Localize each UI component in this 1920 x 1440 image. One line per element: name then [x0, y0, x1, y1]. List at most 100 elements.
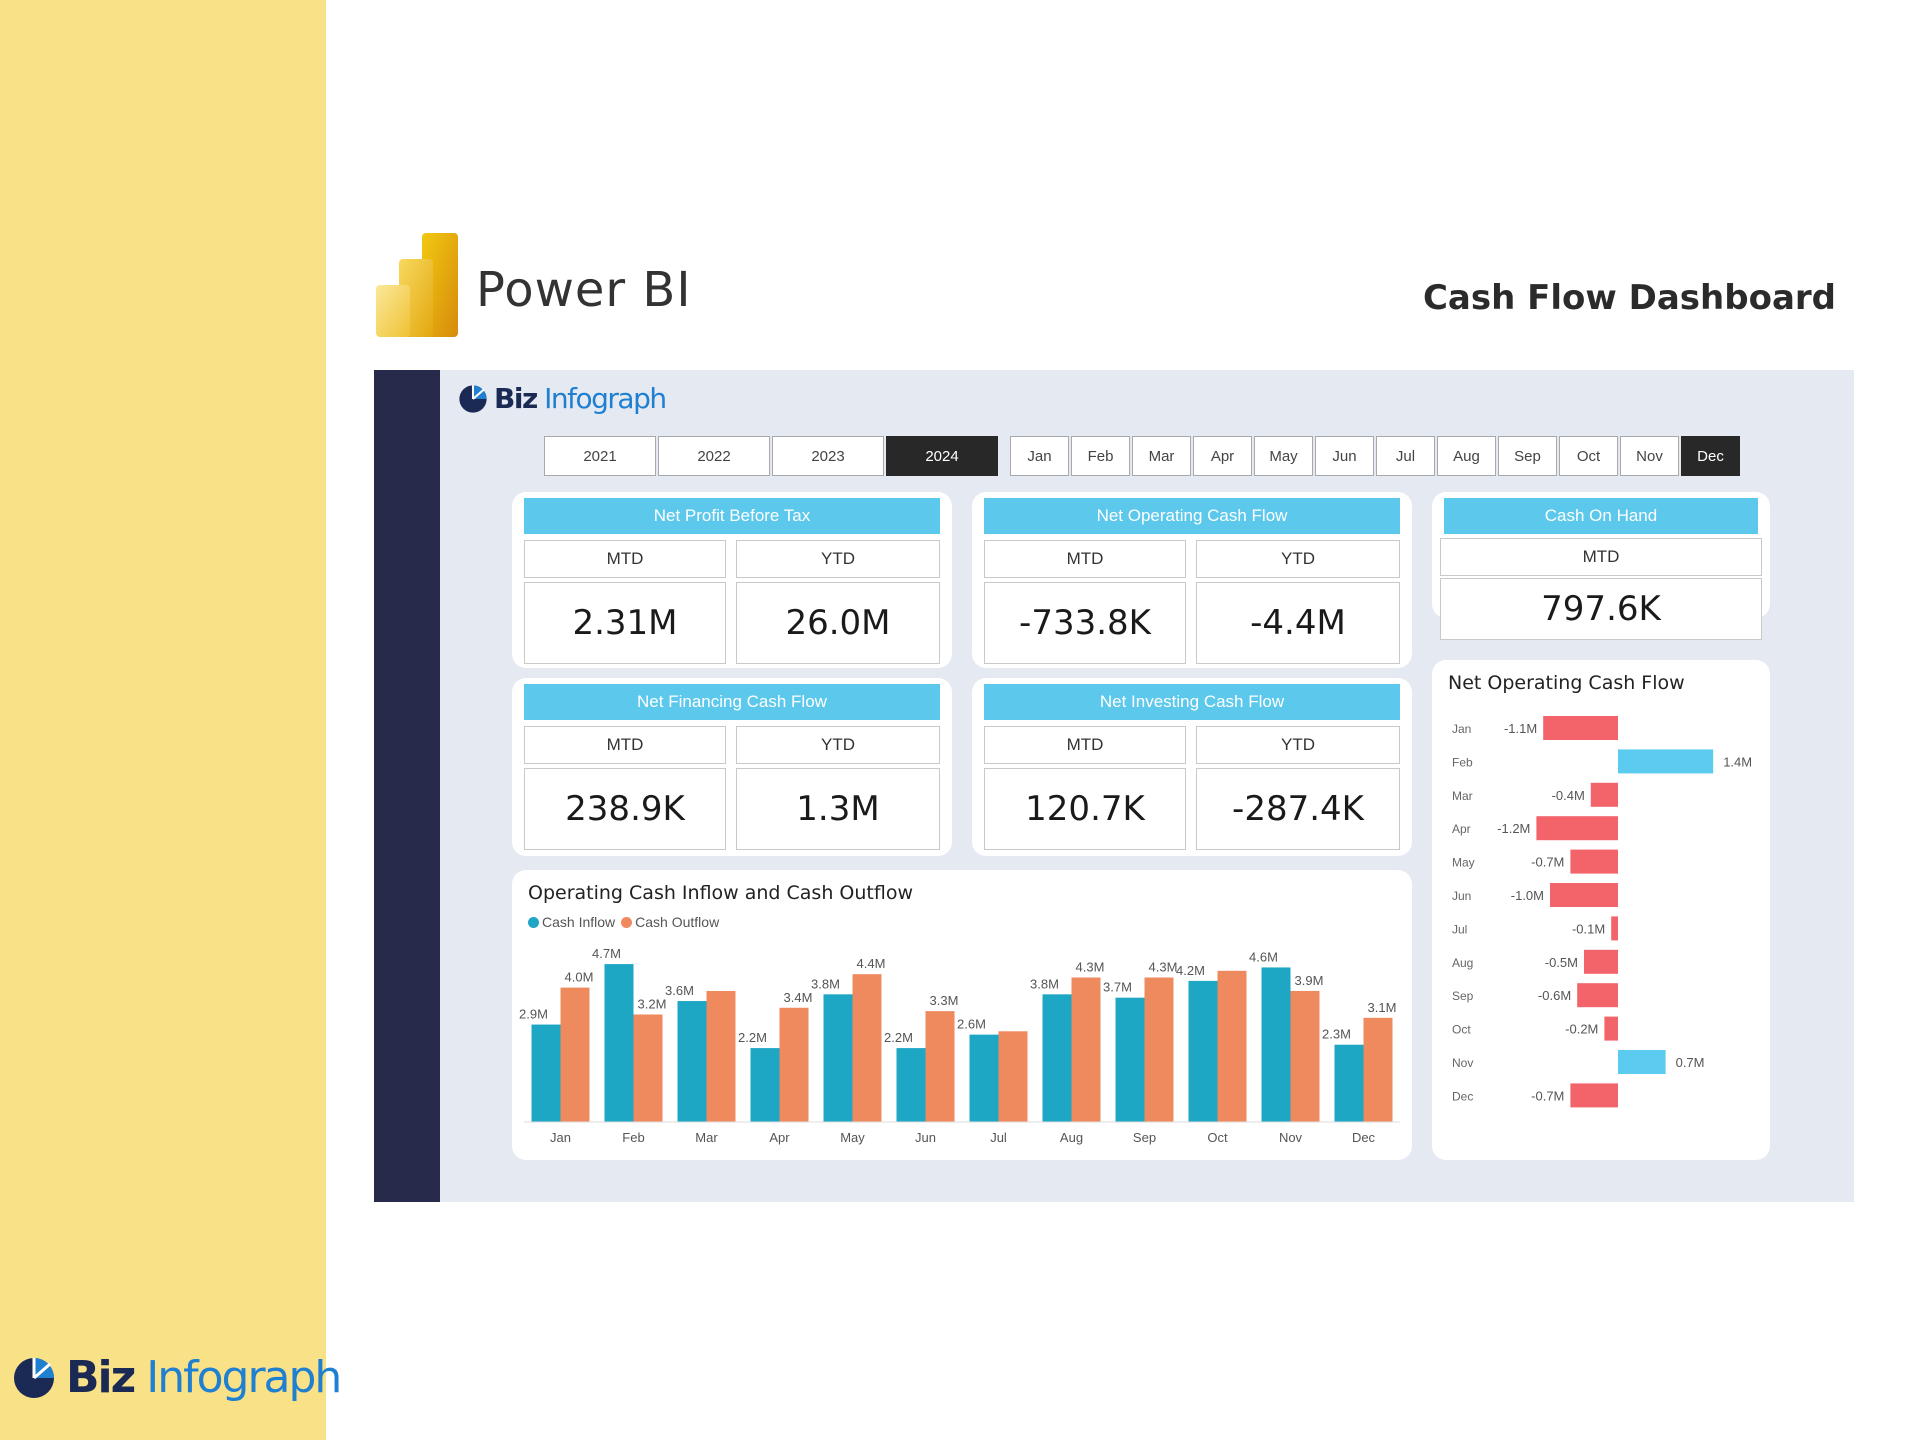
month-button-dec[interactable]: Dec [1681, 436, 1740, 476]
data-label: -0.5M [1545, 955, 1578, 970]
bar-inflow [1188, 980, 1218, 1122]
month-button-jul[interactable]: Jul [1376, 436, 1435, 476]
y-tick-label: May [1452, 856, 1475, 870]
kpi-ytd-value: 1.3M [736, 768, 940, 850]
kpi-ytd-label: YTD [736, 540, 940, 578]
month-button-jan[interactable]: Jan [1010, 436, 1069, 476]
year-button-2023[interactable]: 2023 [772, 436, 884, 476]
y-tick-label: Mar [1452, 789, 1473, 803]
dashboard-sidebar [374, 370, 440, 1202]
bar-positive [1618, 1050, 1666, 1074]
x-tick-label: Jul [990, 1130, 1007, 1145]
data-label: 2.9M [519, 1007, 548, 1022]
month-button-may[interactable]: May [1254, 436, 1313, 476]
data-label: 1.4M [1723, 754, 1752, 769]
kpi-ytd-value: 26.0M [736, 582, 940, 664]
net-operating-chart: Jan -1.1M Feb 1.4M Mar -0.4M Apr -1.2M May -0.7M J… [1452, 716, 1752, 1108]
bar-inflow [750, 1048, 780, 1122]
month-button-aug[interactable]: Aug [1437, 436, 1496, 476]
y-tick-label: Aug [1452, 956, 1473, 970]
kpi-mtd-label: MTD [524, 540, 726, 578]
inflow-outflow-chart-card: Operating Cash Inflow and Cash Outflow C… [512, 870, 1412, 1160]
bar-outflow [1363, 1017, 1393, 1122]
left-accent-strip [0, 0, 326, 1440]
pie-logo-icon [14, 1357, 54, 1398]
month-button-jun[interactable]: Jun [1315, 436, 1374, 476]
month-button-sep[interactable]: Sep [1498, 436, 1557, 476]
bar-outflow [852, 974, 882, 1122]
data-label: 2.6M [957, 1017, 986, 1032]
data-label: 3.8M [1030, 976, 1059, 991]
kpi-mtd-label: MTD [1440, 538, 1762, 576]
x-tick-label: Sep [1133, 1130, 1156, 1145]
kpi-card-cash-on-hand: Cash On Hand MTD 797.6K [1432, 492, 1770, 640]
month-button-apr[interactable]: Apr [1193, 436, 1252, 476]
data-label: 2.2M [884, 1030, 913, 1045]
data-label: 3.6M [665, 983, 694, 998]
month-button-mar[interactable]: Mar [1132, 436, 1191, 476]
month-button-feb[interactable]: Feb [1071, 436, 1130, 476]
x-tick-label: Nov [1279, 1130, 1303, 1145]
y-tick-label: Jul [1452, 922, 1467, 936]
kpi-title: Net Financing Cash Flow [524, 684, 940, 720]
y-tick-label: Jun [1452, 889, 1471, 903]
x-tick-label: Apr [769, 1130, 790, 1145]
product-name: Power BI [476, 262, 692, 318]
kpi-ytd-label: YTD [736, 726, 940, 764]
month-button-oct[interactable]: Oct [1559, 436, 1618, 476]
bar-inflow [531, 1024, 561, 1122]
bar-inflow [823, 994, 853, 1122]
data-label: -0.7M [1531, 855, 1564, 870]
bar-outflow [1290, 990, 1320, 1122]
y-tick-label: Jan [1452, 722, 1471, 736]
year-button-2024[interactable]: 2024 [886, 436, 998, 476]
pie-logo-icon [459, 384, 487, 413]
kpi-card-net-operating: Net Operating Cash Flow MTD YTD -733.8K … [972, 492, 1412, 668]
year-button-2021[interactable]: 2021 [544, 436, 656, 476]
kpi-title: Cash On Hand [1444, 498, 1758, 534]
bar-positive [1618, 749, 1714, 774]
y-tick-label: Sep [1452, 989, 1474, 1003]
bar-outflow [998, 1031, 1028, 1122]
kpi-mtd-value: 797.6K [1440, 578, 1762, 640]
month-button-nov[interactable]: Nov [1620, 436, 1679, 476]
bar-negative [1536, 816, 1618, 841]
net-operating-chart-card: Net Operating Cash Flow Jan -1.1M Feb 1.4M M… [1432, 660, 1770, 1160]
dashboard-canvas: Biz Infograph 2021 2022 2023 2024 Jan Feb Mar… [374, 370, 1854, 1202]
kpi-mtd-value: -733.8K [984, 582, 1186, 664]
bar-outflow [706, 990, 736, 1122]
power-bi-logo-icon [376, 233, 458, 337]
data-label: 3.2M [638, 996, 667, 1011]
kpi-card-net-profit: Net Profit Before Tax MTD YTD 2.31M 26.0… [512, 492, 952, 668]
x-tick-label: Oct [1207, 1130, 1228, 1145]
bar-outflow [633, 1014, 663, 1122]
kpi-title: Net Operating Cash Flow [984, 498, 1400, 534]
data-label: 3.9M [1295, 973, 1324, 988]
data-label: 3.8M [811, 976, 840, 991]
x-tick-label: May [840, 1130, 865, 1145]
kpi-title: Net Profit Before Tax [524, 498, 940, 534]
data-label: 3.7M [1103, 980, 1132, 995]
data-label: -0.1M [1572, 921, 1605, 936]
bar-outflow [1071, 977, 1101, 1122]
kpi-mtd-value: 2.31M [524, 582, 726, 664]
data-label: 4.6M [1249, 949, 1278, 964]
bar-inflow [1042, 994, 1072, 1122]
kpi-title: Net Investing Cash Flow [984, 684, 1400, 720]
data-label: 4.4M [857, 956, 886, 971]
year-button-2022[interactable]: 2022 [658, 436, 770, 476]
bar-negative [1577, 983, 1618, 1008]
x-tick-label: Feb [622, 1130, 644, 1145]
bar-inflow [677, 1001, 707, 1122]
bar-outflow [779, 1007, 809, 1122]
data-label: 2.2M [738, 1030, 767, 1045]
x-tick-label: Dec [1352, 1130, 1376, 1145]
bar-negative [1570, 1083, 1618, 1108]
dashboard-logo-infograph: Infograph [544, 382, 667, 415]
data-label: -0.7M [1531, 1088, 1564, 1103]
bar-outflow [1144, 977, 1174, 1122]
data-label: 4.3M [1076, 960, 1105, 975]
bar-inflow [1334, 1044, 1364, 1122]
bar-negative [1543, 716, 1618, 740]
year-slicer: 2021 2022 2023 2024 [544, 436, 998, 476]
